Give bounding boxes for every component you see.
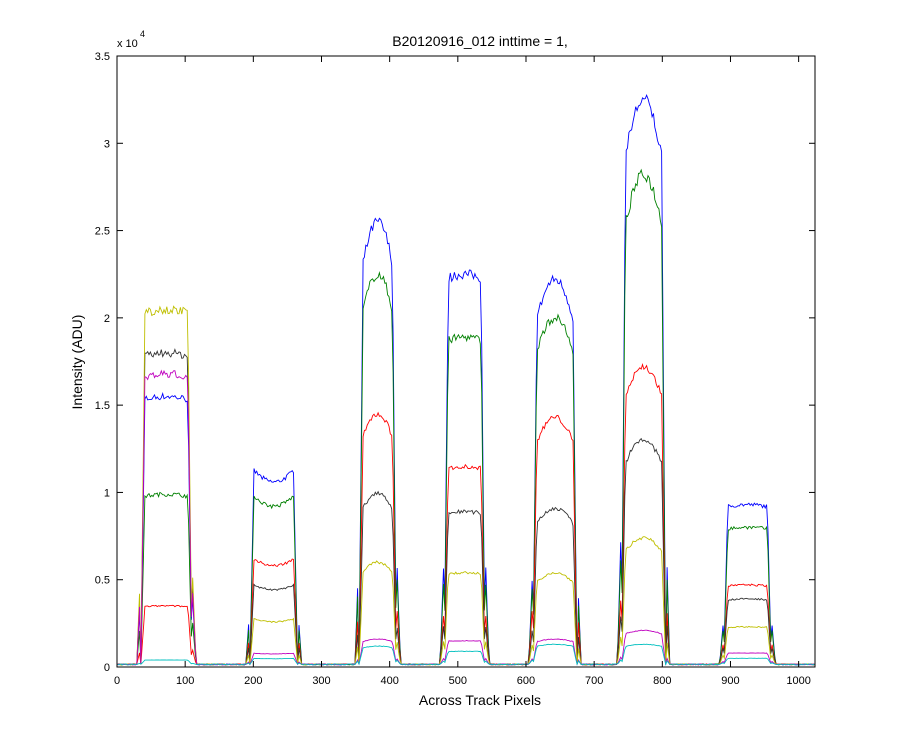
x-tick-label: 700 <box>585 675 603 687</box>
y-tick-label: 1 <box>104 487 110 499</box>
y-tick-label: 2.5 <box>95 226 110 238</box>
y-axis-label: Intensity (ADU) <box>69 315 85 410</box>
y-tick-label: 3.5 <box>95 51 110 63</box>
y-tick-label: 2 <box>104 313 110 325</box>
x-tick-label: 500 <box>449 675 467 687</box>
x-tick-label: 1000 <box>786 675 810 687</box>
x-tick-label: 600 <box>517 675 535 687</box>
y-tick-label: 0 <box>104 662 110 674</box>
x-tick-label: 0 <box>114 675 120 687</box>
x-axis-label: Across Track Pixels <box>419 692 541 708</box>
y-multiplier-exponent: 4 <box>140 29 145 39</box>
x-tick-label: 900 <box>721 675 739 687</box>
y-tick-label: 0.5 <box>95 575 110 587</box>
chart-title: B20120916_012 inttime = 1, <box>392 33 568 49</box>
plot-frame <box>116 55 816 668</box>
y-tick-label: 1.5 <box>95 400 110 412</box>
series-line-7 <box>117 643 815 666</box>
y-tick-label: 3 <box>104 138 110 150</box>
axes-layer: 0 100 200 300 400 500 600 700 800 900 1000 0 0.5 1 1.5… <box>95 51 816 687</box>
x-tick-label: 300 <box>312 675 330 687</box>
y-multiplier: x 10 <box>117 38 138 50</box>
x-tick-label: 200 <box>244 675 262 687</box>
series-layer <box>117 93 815 666</box>
x-tick-label: 400 <box>380 675 398 687</box>
x-tick-label: 100 <box>176 675 194 687</box>
x-tick-label: 800 <box>653 675 671 687</box>
